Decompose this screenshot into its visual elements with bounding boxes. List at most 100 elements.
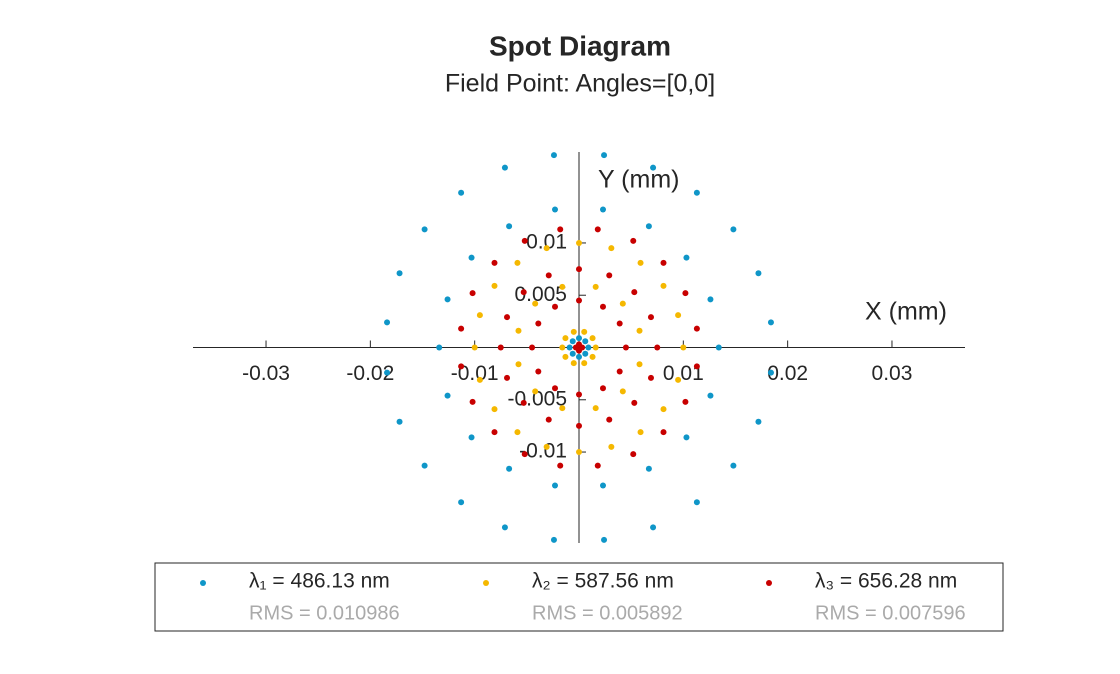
spot xyxy=(647,374,654,381)
spot xyxy=(576,449,582,456)
spot xyxy=(650,524,657,531)
spot xyxy=(550,536,557,543)
spot xyxy=(471,344,478,351)
spot xyxy=(559,405,566,412)
spot xyxy=(660,429,667,436)
spot xyxy=(570,360,577,367)
spot xyxy=(521,237,528,244)
spot xyxy=(491,429,498,436)
y-tick-label: 0.005 xyxy=(514,283,567,306)
spot xyxy=(637,259,644,266)
spot xyxy=(707,296,714,303)
spot xyxy=(654,344,661,351)
spot xyxy=(608,245,615,252)
spot xyxy=(693,363,700,370)
spot xyxy=(599,206,606,213)
spot xyxy=(601,152,608,159)
x-tick-label: -0.01 xyxy=(451,362,499,385)
spot xyxy=(529,344,536,351)
spot xyxy=(730,462,737,469)
spot xyxy=(755,418,762,425)
spot xyxy=(619,388,626,395)
x-tick-label: 0.01 xyxy=(663,362,704,385)
spot xyxy=(436,344,443,351)
spot xyxy=(660,406,667,413)
legend-marker xyxy=(200,580,206,586)
spot xyxy=(545,272,552,279)
spot xyxy=(468,434,475,441)
spot xyxy=(515,361,522,368)
spot xyxy=(520,289,527,296)
x-axis-label: X (mm) xyxy=(865,298,947,326)
spot xyxy=(514,259,521,266)
spot xyxy=(384,369,391,376)
spot xyxy=(497,344,504,351)
spot xyxy=(650,164,657,171)
spot xyxy=(504,314,511,321)
spot xyxy=(504,374,511,381)
spot xyxy=(569,338,576,345)
spot xyxy=(444,296,451,303)
legend-label: λ₁ = 486.13 nm xyxy=(249,570,390,593)
spot xyxy=(682,398,689,405)
spot xyxy=(501,524,508,531)
spot xyxy=(645,465,652,472)
spot xyxy=(636,327,643,334)
y-tick-label: 0.01 xyxy=(526,231,567,254)
spot xyxy=(576,391,582,398)
spot xyxy=(599,482,606,489)
chart-subtitle: Field Point: Angles=[0,0] xyxy=(445,70,715,98)
spot xyxy=(458,325,465,332)
spot xyxy=(458,499,465,506)
spot xyxy=(532,300,539,307)
spot xyxy=(469,290,476,297)
spot xyxy=(693,189,700,196)
spot xyxy=(550,152,557,159)
spot xyxy=(569,350,576,357)
spot xyxy=(693,499,700,506)
spot xyxy=(589,335,596,342)
spot xyxy=(559,283,566,290)
spot xyxy=(458,189,465,196)
spot xyxy=(582,338,589,345)
spot xyxy=(715,344,722,351)
spot xyxy=(637,429,644,436)
spot xyxy=(675,376,682,383)
spot xyxy=(552,303,559,310)
legend-rms: RMS = 0.005892 xyxy=(532,602,683,624)
spot xyxy=(636,361,643,368)
spot xyxy=(552,482,559,489)
spot xyxy=(683,254,690,261)
spot xyxy=(589,353,596,360)
spot xyxy=(606,272,613,279)
spot xyxy=(660,259,667,266)
spot xyxy=(476,312,483,319)
spot xyxy=(606,416,613,423)
spot xyxy=(543,245,550,252)
spot xyxy=(608,443,615,450)
spot xyxy=(619,300,626,307)
spot xyxy=(693,325,700,332)
spot xyxy=(581,360,588,367)
spot xyxy=(421,462,428,469)
legend-marker xyxy=(766,580,772,586)
x-tick-label: 0.03 xyxy=(872,362,913,385)
x-tick-label: 0.02 xyxy=(767,362,808,385)
spot xyxy=(576,266,582,273)
spot xyxy=(680,344,687,351)
spot xyxy=(631,289,638,296)
spot xyxy=(552,206,559,213)
spot xyxy=(585,344,592,351)
spot xyxy=(730,226,737,233)
spot xyxy=(683,434,690,441)
spot xyxy=(631,399,638,406)
spot xyxy=(521,451,528,458)
spot xyxy=(592,405,599,412)
spot xyxy=(599,303,606,310)
spot xyxy=(601,536,608,543)
legend-rms: RMS = 0.007596 xyxy=(815,602,966,624)
spot xyxy=(535,368,542,375)
spot xyxy=(576,422,582,429)
spot xyxy=(543,443,550,450)
